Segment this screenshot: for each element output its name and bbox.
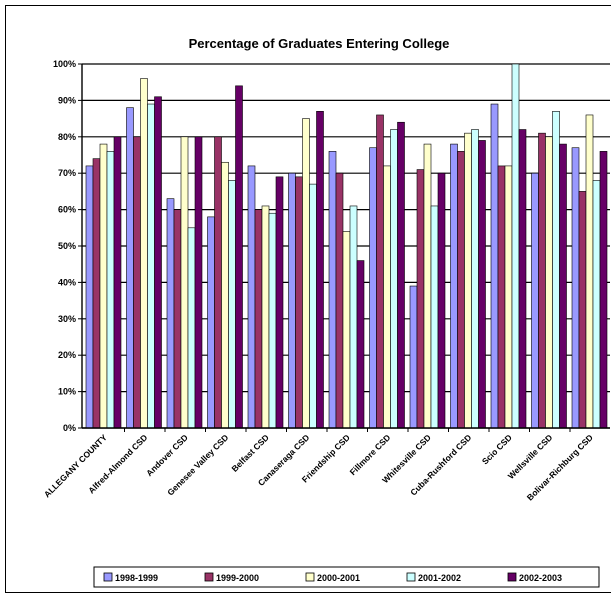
bar-wellsville-csd-2000-2001 xyxy=(545,136,553,429)
bar-cuba-rushford-csd-2001-2002 xyxy=(471,129,479,429)
bar-wellsville-csd-2001-2002 xyxy=(552,111,560,429)
legend-box xyxy=(93,566,600,588)
bar-genesee-valley-csd-2001-2002 xyxy=(228,180,236,429)
bar-alfred-almond-csd-2002-2003 xyxy=(154,96,162,429)
bar-friendship-csd-1999-2000 xyxy=(335,172,344,429)
bar-genesee-valley-csd-2002-2003 xyxy=(235,85,243,429)
legend-label-1999-2000: 1999-2000 xyxy=(216,573,259,583)
bar-scio-csd-2000-2001 xyxy=(504,165,513,429)
bar-cuba-rushford-csd-2000-2001 xyxy=(464,132,472,429)
y-tick-label: 100% xyxy=(53,59,76,69)
bar-andover-csd-2002-2003 xyxy=(194,136,203,429)
bar-belfast-csd-2000-2001 xyxy=(261,205,270,429)
bar-whitesville-csd-1998-1999 xyxy=(409,285,418,429)
bar-fillmore-csd-1999-2000 xyxy=(376,114,384,429)
bar-scio-csd-1998-1999 xyxy=(490,103,499,429)
bar-belfast-csd-1998-1999 xyxy=(247,165,256,429)
bar-wellsville-csd-1998-1999 xyxy=(531,172,539,429)
legend-swatch-1998-1999 xyxy=(103,572,113,582)
axes: 0% 10% 20% 30% 40% 50% 60% 70% 80% 90% 100% xyxy=(53,59,610,433)
bar-allegany-county-2001-2002 xyxy=(106,151,115,429)
bar-genesee-valley-csd-1998-1999 xyxy=(207,216,215,429)
y-tick-label: 50% xyxy=(58,241,76,251)
y-tick-label: 80% xyxy=(58,132,76,142)
legend-label-2001-2002: 2001-2002 xyxy=(418,573,461,583)
bar-bolivar-richburg-csd-2001-2002 xyxy=(592,180,601,429)
bar-allegany-county-1999-2000 xyxy=(92,158,101,429)
bar-canaseraga-csd-2001-2002 xyxy=(309,183,317,429)
x-tick-label: Bolivar-Richburg CSD xyxy=(525,432,595,502)
bar-canaseraga-csd-1999-2000 xyxy=(295,176,303,429)
bar-allegany-county-2002-2003 xyxy=(113,136,122,429)
bar-whitesville-csd-2001-2002 xyxy=(430,205,439,429)
bar-fillmore-csd-2001-2002 xyxy=(390,129,398,429)
bar-allegany-county-2000-2001 xyxy=(99,143,108,429)
bar-bolivar-richburg-csd-1999-2000 xyxy=(578,191,587,429)
bar-wellsville-csd-2002-2003 xyxy=(559,143,567,429)
legend-label-2000-2001: 2000-2001 xyxy=(317,573,360,583)
x-tick-label: Belfast CSD xyxy=(229,432,270,473)
bar-cuba-rushford-csd-2002-2003 xyxy=(478,140,486,429)
y-tick-label: 40% xyxy=(58,277,76,287)
bar-wellsville-csd-1999-2000 xyxy=(538,132,546,429)
bar-bolivar-richburg-csd-2000-2001 xyxy=(585,114,594,429)
bar-whitesville-csd-1999-2000 xyxy=(416,169,425,429)
bars xyxy=(85,63,608,429)
bar-bolivar-richburg-csd-2002-2003 xyxy=(599,151,608,429)
bar-friendship-csd-2001-2002 xyxy=(349,205,358,429)
y-tick-label: 10% xyxy=(58,387,76,397)
legend: 1998-1999 1999-2000 2000-2001 2001-2002 2002… xyxy=(93,566,600,588)
bar-scio-csd-2001-2002 xyxy=(511,63,520,429)
bar-whitesville-csd-2000-2001 xyxy=(423,143,432,429)
chart-title: Percentage of Graduates Entering College xyxy=(189,36,450,51)
bar-alfred-almond-csd-2000-2001 xyxy=(140,78,148,429)
bar-andover-csd-1998-1999 xyxy=(166,198,175,429)
chart-frame: Percentage of Graduates Entering College… xyxy=(5,5,611,593)
bar-genesee-valley-csd-1999-2000 xyxy=(214,136,222,429)
legend-label-2002-2003: 2002-2003 xyxy=(519,573,562,583)
legend-swatch-2000-2001 xyxy=(305,572,315,582)
legend-swatch-1999-2000 xyxy=(204,572,214,582)
y-tick-label: 90% xyxy=(58,95,76,105)
bar-cuba-rushford-csd-1998-1999 xyxy=(450,143,458,429)
bar-fillmore-csd-2000-2001 xyxy=(383,165,391,429)
y-tick-label: 60% xyxy=(58,205,76,215)
bar-scio-csd-2002-2003 xyxy=(518,129,527,429)
bar-friendship-csd-2002-2003 xyxy=(356,260,365,429)
x-tick-label: Scio CSD xyxy=(480,432,514,466)
bar-allegany-county-1998-1999 xyxy=(85,165,94,429)
legend-swatch-2002-2003 xyxy=(507,572,517,582)
bar-fillmore-csd-2002-2003 xyxy=(397,121,405,429)
bar-belfast-csd-1999-2000 xyxy=(254,209,263,429)
bar-belfast-csd-2002-2003 xyxy=(275,176,284,429)
bar-whitesville-csd-2002-2003 xyxy=(437,172,446,429)
legend-swatch-2001-2002 xyxy=(406,572,416,582)
chart: Percentage of Graduates Entering College… xyxy=(42,36,610,588)
y-tick-label: 0% xyxy=(63,423,76,433)
bar-friendship-csd-2000-2001 xyxy=(342,231,351,429)
bar-andover-csd-1999-2000 xyxy=(173,209,182,429)
bar-scio-csd-1999-2000 xyxy=(497,165,506,429)
bar-cuba-rushford-csd-1999-2000 xyxy=(457,151,465,429)
bar-belfast-csd-2001-2002 xyxy=(268,212,277,429)
y-tick-label: 30% xyxy=(58,314,76,324)
bar-friendship-csd-1998-1999 xyxy=(328,151,337,429)
bar-bolivar-richburg-csd-1998-1999 xyxy=(571,147,580,429)
bar-canaseraga-csd-2002-2003 xyxy=(316,111,324,429)
y-tick-label: 20% xyxy=(58,350,76,360)
x-tick-label: Fillmore CSD xyxy=(348,432,393,477)
bar-andover-csd-2000-2001 xyxy=(180,136,189,429)
legend-label-1998-1999: 1998-1999 xyxy=(115,573,158,583)
y-tick-label: 70% xyxy=(58,168,76,178)
bar-canaseraga-csd-2000-2001 xyxy=(302,118,310,429)
bar-genesee-valley-csd-2000-2001 xyxy=(221,161,229,429)
bar-andover-csd-2001-2002 xyxy=(187,227,196,429)
bar-alfred-almond-csd-2001-2002 xyxy=(147,103,155,429)
bar-fillmore-csd-1998-1999 xyxy=(369,147,377,429)
bar-alfred-almond-csd-1998-1999 xyxy=(126,107,134,429)
bar-alfred-almond-csd-1999-2000 xyxy=(133,136,141,429)
bar-canaseraga-csd-1998-1999 xyxy=(288,172,296,429)
